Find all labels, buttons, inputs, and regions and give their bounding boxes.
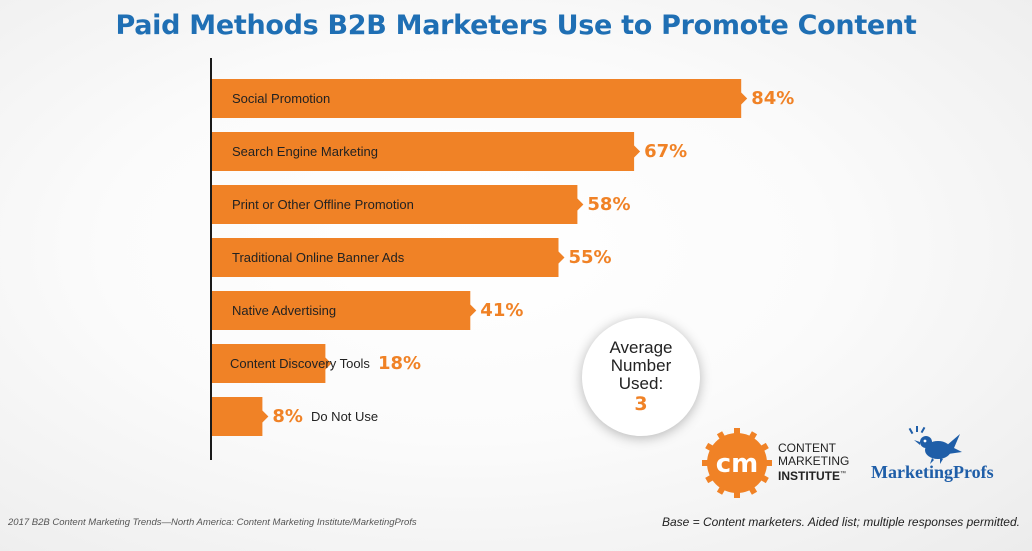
cmi-line-2: MARKETING xyxy=(778,454,850,468)
chart-title: Paid Methods B2B Marketers Use to Promot… xyxy=(115,10,917,41)
bar-value-5: 18% xyxy=(378,353,421,374)
cmi-logo-icon: cm xyxy=(702,428,772,498)
bar-label-6: Do Not Use xyxy=(311,409,378,424)
cmi-line-1: CONTENT xyxy=(778,441,836,455)
bar-6 xyxy=(212,397,269,436)
average-callout: Average Number Used: 3 xyxy=(582,318,700,436)
average-value: 3 xyxy=(634,393,648,415)
cmi-wordmark: CONTENT MARKETING INSTITUTE™ xyxy=(778,442,868,483)
cmi-line-3: INSTITUTE™ xyxy=(778,468,868,483)
bar-1 xyxy=(212,132,641,171)
bar-2 xyxy=(212,185,584,224)
cmi-trademark: ™ xyxy=(840,471,846,477)
bar-label-3: Traditional Online Banner Ads xyxy=(232,250,405,265)
cmi-mark: cm xyxy=(716,449,759,479)
bar-label-0: Social Promotion xyxy=(232,91,330,106)
bar-5 xyxy=(212,344,332,383)
bar-value-2: 58% xyxy=(587,194,630,215)
source-note: 2017 B2B Content Marketing Trends—North … xyxy=(8,517,417,528)
bar-value-6: 8% xyxy=(272,406,303,427)
bar-label-2: Print or Other Offline Promotion xyxy=(232,197,414,212)
cmi-line-3-text: INSTITUTE xyxy=(778,469,840,483)
bar-label-1: Search Engine Marketing xyxy=(232,144,378,159)
bird-icon xyxy=(908,426,962,464)
bar-value-4: 41% xyxy=(480,300,523,321)
bar-0 xyxy=(212,79,748,118)
bar-value-3: 55% xyxy=(569,247,612,268)
bar-label-5: Content Discovery Tools xyxy=(230,356,370,371)
bar-label-4: Native Advertising xyxy=(232,303,336,318)
bar-3 xyxy=(212,238,565,277)
bar-value-0: 84% xyxy=(751,88,794,109)
bar-4 xyxy=(212,291,477,330)
marketingprofs-wordmark: MarketingProfs xyxy=(871,462,994,482)
average-label: Average Number Used: xyxy=(609,338,673,393)
base-note: Base = Content marketers. Aided list; mu… xyxy=(661,515,1020,529)
bar-value-1: 67% xyxy=(644,141,687,162)
